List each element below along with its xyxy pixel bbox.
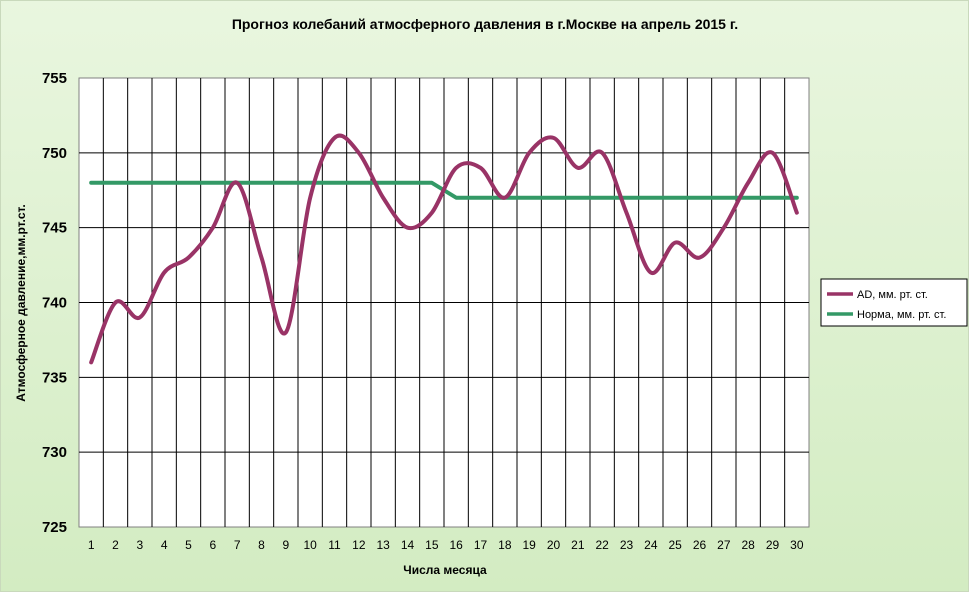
x-tick-label: 29 <box>766 538 780 552</box>
x-tick-label: 2 <box>112 538 119 552</box>
legend-box <box>820 278 968 327</box>
x-tick-label: 5 <box>185 538 192 552</box>
grid-lines <box>79 78 809 527</box>
x-tick-label: 10 <box>303 538 317 552</box>
x-tick-label: 24 <box>644 538 658 552</box>
y-tick-label: 725 <box>42 519 67 536</box>
x-axis-ticks: 1 2 3 4 5 6 7 8 9 10 11 12 13 14 15 16 17 18 19 20 21 22 23 24 2… <box>88 538 804 552</box>
x-tick-label: 15 <box>425 538 439 552</box>
chart-title: Прогноз колебаний атмосферного давления … <box>232 16 738 32</box>
x-tick-label: 16 <box>449 538 463 552</box>
x-tick-label: 25 <box>668 538 682 552</box>
x-tick-label: 9 <box>282 538 289 552</box>
x-tick-label: 3 <box>136 538 143 552</box>
legend: АD, мм. рт. ст. Норма, мм. рт. ст. <box>820 278 968 327</box>
x-tick-label: 6 <box>209 538 216 552</box>
series-lines <box>89 133 799 365</box>
x-tick-label: 19 <box>522 538 536 552</box>
x-tick-label: 4 <box>161 538 168 552</box>
x-tick-label: 20 <box>547 538 561 552</box>
x-tick-label: 21 <box>571 538 585 552</box>
x-tick-label: 17 <box>474 538 488 552</box>
y-axis-title: Атмосферное давление,мм.рт.ст. <box>14 204 28 401</box>
y-tick-label: 730 <box>42 444 67 461</box>
x-tick-label: 30 <box>790 538 804 552</box>
x-tick-label: 11 <box>328 538 341 552</box>
x-tick-label: 8 <box>258 538 265 552</box>
y-tick-label: 755 <box>42 70 67 87</box>
y-tick-label: 745 <box>42 220 67 237</box>
y-tick-label: 750 <box>42 145 67 162</box>
series-line-ad <box>89 133 799 365</box>
x-tick-label: 18 <box>498 538 512 552</box>
x-tick-label: 22 <box>595 538 609 552</box>
x-tick-label: 14 <box>401 538 415 552</box>
legend-label-norm: Норма, мм. рт. ст. <box>857 309 946 321</box>
x-tick-label: 1 <box>88 538 95 552</box>
x-tick-label: 28 <box>741 538 755 552</box>
legend-label-ad: АD, мм. рт. ст. <box>857 289 928 301</box>
x-tick-label: 7 <box>234 538 241 552</box>
y-tick-label: 740 <box>42 295 67 312</box>
x-axis-title: Числа месяца <box>403 563 487 577</box>
x-tick-label: 13 <box>376 538 390 552</box>
x-tick-label: 26 <box>693 538 707 552</box>
x-tick-label: 12 <box>352 538 366 552</box>
y-tick-label: 735 <box>42 369 67 386</box>
y-axis-ticks: 725 730 735 740 745 750 755 <box>42 70 67 536</box>
x-tick-label: 27 <box>717 538 731 552</box>
x-tick-label: 23 <box>620 538 634 552</box>
